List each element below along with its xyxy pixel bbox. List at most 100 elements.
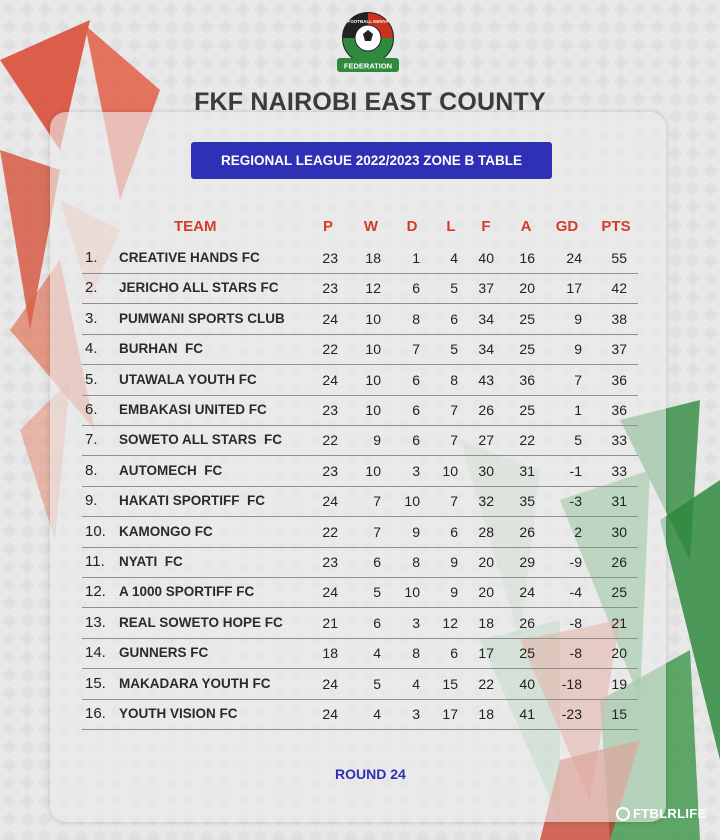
row-position: 9. <box>85 492 98 510</box>
row-team-name: HAKATI SPORTIFF FC <box>119 493 265 509</box>
header-f: F <box>481 218 491 235</box>
row-position: 8. <box>85 461 98 479</box>
row-f: 20 <box>478 554 494 570</box>
row-a: 36 <box>519 371 535 388</box>
row-gd: -18 <box>561 675 582 692</box>
row-pts: 26 <box>611 554 627 570</box>
row-w: 10 <box>365 341 381 358</box>
row-d: 7 <box>412 341 420 358</box>
row-w: 10 <box>365 402 381 418</box>
row-gd: 24 <box>566 250 582 266</box>
row-w: 6 <box>373 554 381 570</box>
table-row: 2. JERICHO ALL STARS FC 23 12 6 5 37 20 17 42 <box>82 273 638 305</box>
row-position: 2. <box>85 279 98 297</box>
row-gd: -8 <box>569 645 582 662</box>
row-w: 18 <box>365 250 381 266</box>
row-a: 24 <box>519 584 535 601</box>
row-w: 9 <box>373 432 381 449</box>
row-position: 14. <box>85 644 106 662</box>
table-row: 3. PUMWANI SPORTS CLUB 24 10 8 6 34 25 9 38 <box>82 304 638 335</box>
row-d: 9 <box>412 523 420 540</box>
row-l: 7 <box>450 402 458 418</box>
table-card <box>50 112 666 822</box>
row-position: 11. <box>85 553 105 570</box>
row-f: 27 <box>478 432 494 449</box>
row-a: 16 <box>519 250 535 266</box>
header-p: P <box>322 218 334 235</box>
row-gd: -4 <box>569 584 582 601</box>
table-row: 4. BURHAN FC 22 10 7 5 34 25 9 37 <box>82 334 638 366</box>
row-w: 4 <box>373 645 381 662</box>
football-icon <box>616 806 630 821</box>
row-w: 5 <box>373 584 381 601</box>
row-position: 12. <box>85 583 106 601</box>
row-a: 20 <box>519 280 535 297</box>
row-a: 35 <box>519 493 535 510</box>
row-team-name: MAKADARA YOUTH FC <box>119 675 271 691</box>
row-gd: 5 <box>574 432 582 449</box>
row-team-name: SOWETO ALL STARS FC <box>119 432 283 448</box>
row-gd: 1 <box>574 402 582 418</box>
row-l: 6 <box>450 310 458 327</box>
row-position: 13. <box>85 613 106 631</box>
row-d: 6 <box>412 371 420 388</box>
row-d: 8 <box>412 645 420 662</box>
row-pts: 31 <box>611 493 627 510</box>
table-row: 11. NYATI FC 23 6 8 9 20 29 -9 26 <box>82 547 638 578</box>
row-team-name: PUMWANI SPORTS CLUB <box>119 310 285 326</box>
row-team-name: UTAWALA YOUTH FC <box>119 371 257 387</box>
row-team-name: EMBAKASI UNITED FC <box>119 402 267 417</box>
fkf-logo: FEDERATION FOOTBALL KENYA <box>333 10 403 76</box>
row-pts: 38 <box>611 310 627 327</box>
row-gd: -8 <box>569 614 582 631</box>
row-p: 24 <box>322 675 338 692</box>
row-gd: 9 <box>574 310 582 327</box>
row-w: 7 <box>373 523 381 540</box>
row-team-name: BURHAN FC <box>119 341 203 357</box>
table-row: 16. YOUTH VISION FC 24 4 3 17 18 41 -23 15 <box>82 699 638 730</box>
table-row: 15. MAKADARA YOUTH FC 24 5 4 15 22 40 -18 19 <box>82 669 638 700</box>
row-d: 10 <box>404 493 420 510</box>
row-a: 40 <box>519 675 535 692</box>
row-pts: 33 <box>611 432 627 449</box>
row-position: 3. <box>85 309 98 327</box>
row-a: 25 <box>519 341 535 358</box>
header-d: D <box>406 218 418 235</box>
row-p: 24 <box>322 584 338 601</box>
header-pts: PTS <box>601 218 631 235</box>
row-d: 3 <box>412 614 420 631</box>
row-l: 9 <box>450 584 458 601</box>
row-l: 12 <box>442 614 458 631</box>
row-d: 4 <box>412 675 420 692</box>
row-team-name: A 1000 SPORTIFF FC <box>119 584 255 600</box>
table-row: 7. SOWETO ALL STARS FC 22 9 6 7 27 22 5 33 <box>82 425 638 457</box>
row-l: 17 <box>442 706 458 722</box>
row-p: 22 <box>322 341 338 358</box>
row-p: 22 <box>322 523 338 540</box>
row-f: 20 <box>478 584 494 601</box>
row-f: 40 <box>478 250 494 266</box>
row-f: 28 <box>478 523 494 540</box>
logo-ribbon-text: FEDERATION <box>344 62 392 71</box>
row-pts: 36 <box>611 371 627 388</box>
row-a: 29 <box>519 554 535 570</box>
row-w: 6 <box>373 614 381 631</box>
row-pts: 42 <box>611 280 627 297</box>
row-w: 10 <box>365 310 381 327</box>
row-pts: 37 <box>611 341 627 358</box>
row-position: 15. <box>85 674 106 692</box>
row-f: 34 <box>478 341 494 358</box>
row-pts: 36 <box>611 402 627 418</box>
row-w: 10 <box>365 462 381 479</box>
row-pts: 30 <box>611 523 627 540</box>
row-f: 30 <box>478 462 494 479</box>
table-row: 12. A 1000 SPORTIFF FC 24 5 10 9 20 24 -4 25 <box>82 577 638 609</box>
row-pts: 25 <box>611 584 627 601</box>
row-a: 22 <box>519 432 535 449</box>
logo-top-text: FOOTBALL KENYA <box>347 19 389 24</box>
row-f: 22 <box>478 675 494 692</box>
header-w: W <box>363 218 379 235</box>
row-l: 7 <box>450 493 458 510</box>
row-p: 23 <box>322 554 338 570</box>
row-a: 26 <box>519 523 535 540</box>
